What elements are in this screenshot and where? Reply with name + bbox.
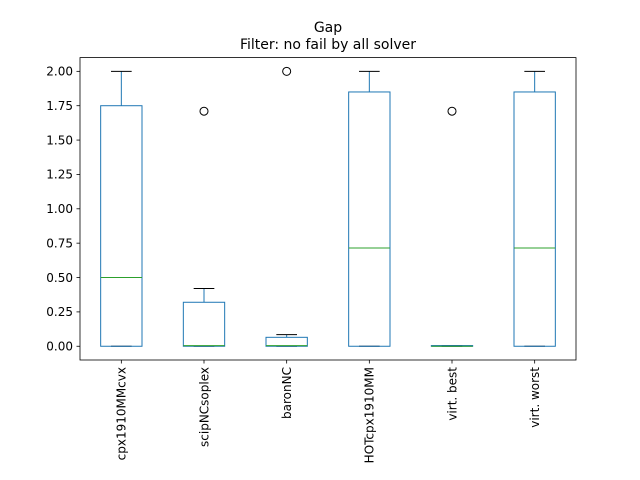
box-iqr: [100, 105, 143, 347]
box-iqr: [513, 91, 556, 347]
y-tick-label: 0.75: [46, 236, 73, 250]
box-iqr: [265, 336, 308, 347]
x-tick-label: baronNC: [280, 367, 294, 419]
box-iqr: [182, 301, 226, 347]
y-tick-label: 0.25: [46, 305, 73, 319]
x-tick-label: virt. best: [445, 367, 459, 421]
box-flier: [447, 106, 457, 116]
y-tick-label: 0.00: [46, 340, 73, 354]
box-iqr: [348, 91, 391, 347]
box-flier: [199, 106, 209, 116]
y-tick-label: 0.50: [46, 271, 73, 285]
chart-title: Gap: [314, 20, 342, 36]
y-tick-label: 1.25: [46, 168, 73, 182]
y-tick-label: 2.00: [46, 65, 73, 79]
x-tick-label: cpx1910MMcvx: [115, 367, 129, 460]
x-tick-label: scipNCsoplex: [197, 367, 211, 447]
y-tick-label: 1.00: [46, 202, 73, 216]
axes-frame: [79, 57, 577, 361]
y-tick-label: 1.75: [46, 99, 73, 113]
chart-subtitle: Filter: no fail by all solver: [240, 37, 416, 53]
x-tick-label: virt. worst: [528, 367, 542, 428]
plot-area: 0.00 0.25 0.50 0.75 1.00 1.25 1.50 1.75 2.00 cpx1…: [46, 65, 556, 463]
x-tick-label: HOTcpx1910MM: [363, 367, 377, 463]
box-flier: [282, 66, 292, 76]
y-tick-label: 1.50: [46, 133, 73, 147]
